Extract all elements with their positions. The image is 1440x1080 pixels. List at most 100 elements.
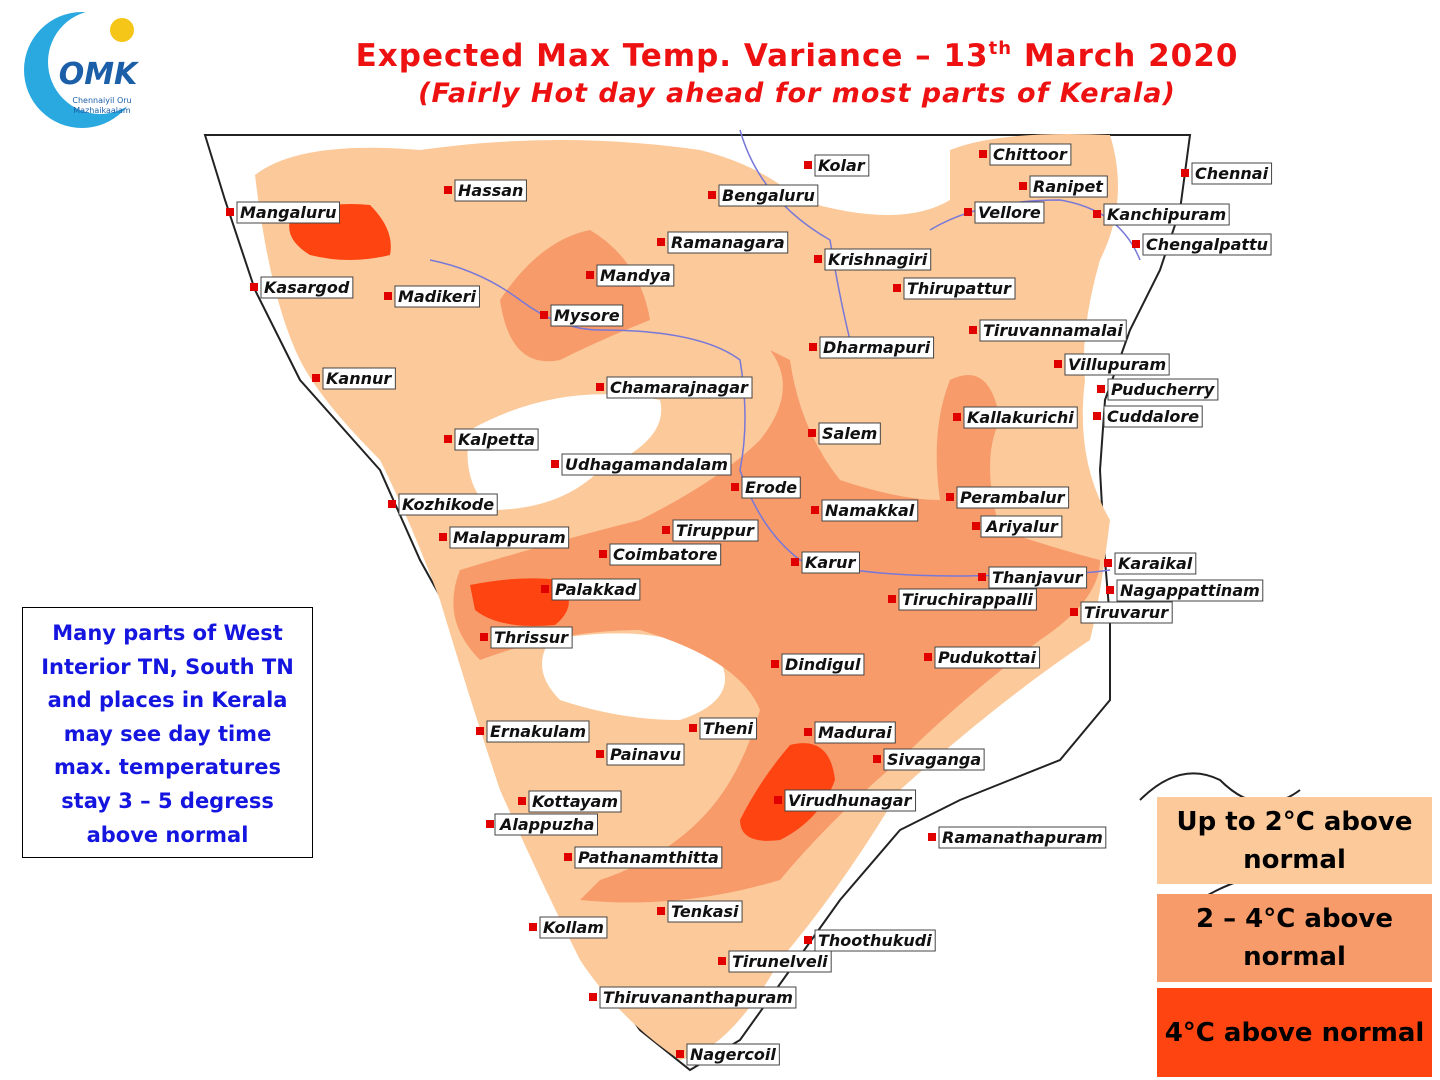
- city-marker: [540, 311, 548, 319]
- city-marker: [1132, 240, 1140, 248]
- city-label: Virudhunagar: [788, 791, 913, 810]
- city-label: Alappuzha: [498, 815, 594, 834]
- city: Sivaganga: [873, 748, 985, 771]
- note-line: above normal: [86, 822, 249, 847]
- city-label: Kollam: [543, 918, 604, 937]
- city-marker: [564, 853, 572, 861]
- legend-item: 4°C above normal: [1157, 988, 1432, 1077]
- city-marker: [384, 292, 392, 300]
- city-marker: [808, 429, 816, 437]
- city: Bengaluru: [708, 184, 819, 207]
- city-label-box: [606, 743, 685, 766]
- city: Perambalur: [946, 486, 1070, 509]
- city: Kolar: [804, 154, 870, 177]
- city-marker: [804, 161, 812, 169]
- city-marker: [811, 506, 819, 514]
- city-label-box: [898, 588, 1037, 611]
- note-line: Many parts of West: [52, 621, 283, 645]
- legend-text: 4°C above normal: [1165, 1014, 1425, 1052]
- city-label-box: [956, 486, 1070, 509]
- city-label: Madikeri: [398, 287, 476, 306]
- city: Virudhunagar: [774, 789, 917, 812]
- city: Tiruvarur: [1070, 601, 1173, 624]
- city-label: Chamarajnagar: [610, 378, 749, 397]
- city-label: Thoothukudi: [818, 931, 932, 950]
- city: Coimbatore: [599, 543, 722, 566]
- legend-line: 4°C above normal: [1164, 1017, 1425, 1048]
- city: Chamarajnagar: [596, 376, 753, 399]
- city-marker: [439, 533, 447, 541]
- city-label-box: [980, 515, 1063, 538]
- city: Erode: [731, 476, 801, 499]
- city: Kannur: [312, 367, 396, 390]
- city-label-box: [974, 201, 1045, 224]
- city-label: Krishnagiri: [828, 250, 928, 269]
- city-label-box: [574, 846, 723, 869]
- city-label: Karaikal: [1118, 554, 1193, 573]
- city-label: Erode: [745, 478, 797, 497]
- city: Kanchipuram: [1093, 203, 1230, 226]
- city-label-box: [686, 1043, 780, 1066]
- legend-item: Up to 2°C above normal: [1157, 797, 1432, 884]
- city-label: Ramanagara: [671, 233, 785, 252]
- city-label: Tiruppur: [676, 521, 755, 540]
- city-label-box: [824, 248, 932, 271]
- logo-tagline: Mazhaikaalam: [73, 106, 131, 115]
- city-marker: [814, 255, 822, 263]
- city-marker: [804, 728, 812, 736]
- city-marker: [226, 208, 234, 216]
- city-marker: [388, 500, 396, 508]
- city-label: Ariyalur: [984, 517, 1059, 536]
- city-label-box: [989, 143, 1072, 166]
- city-marker: [1093, 412, 1101, 420]
- city: Udhagamandalam: [551, 453, 732, 476]
- city-marker: [1097, 385, 1105, 393]
- city-label: Nagercoil: [690, 1045, 776, 1064]
- city-label-box: [236, 201, 341, 224]
- city: Salem: [808, 422, 881, 445]
- city: Mangaluru: [226, 201, 341, 224]
- city-label-box: [667, 900, 743, 923]
- city-label: Kozhikode: [402, 495, 494, 514]
- city-label-box: [988, 566, 1088, 589]
- city-marker: [599, 550, 607, 558]
- city: Kozhikode: [388, 493, 498, 516]
- city-label: Chittoor: [993, 145, 1068, 164]
- legend-item: 2 – 4°C above normal: [1157, 894, 1432, 982]
- city-label: Painavu: [610, 745, 681, 764]
- city-label-box: [741, 476, 801, 499]
- city-label: Villupuram: [1068, 355, 1166, 374]
- city-label: Chengalpattu: [1146, 235, 1268, 254]
- city-marker: [708, 191, 716, 199]
- city-label-box: [398, 493, 498, 516]
- city: Thiruvananthapuram: [589, 986, 797, 1009]
- city: Chengalpattu: [1132, 233, 1272, 256]
- city: Ranipet: [1019, 175, 1108, 198]
- city-label-box: [814, 929, 936, 952]
- city: Kalpetta: [444, 428, 539, 451]
- city-label-box: [814, 154, 870, 177]
- city: Cuddalore: [1093, 405, 1203, 428]
- zone-mid: [453, 350, 1100, 903]
- city: Pudukottai: [924, 646, 1041, 669]
- city: Kollam: [529, 916, 608, 939]
- city-label-box: [606, 376, 753, 399]
- city-label-box: [1191, 162, 1273, 185]
- city-label: Tiruvarur: [1084, 603, 1169, 622]
- city-marker: [978, 573, 986, 581]
- city-marker: [1070, 608, 1078, 616]
- city: Thrissur: [480, 626, 573, 649]
- legend-line: normal: [1243, 942, 1346, 972]
- city-label-box: [394, 285, 480, 308]
- city-label: Thrissur: [494, 628, 569, 647]
- logo-tagline: Chennaiyil Oru: [72, 96, 131, 105]
- legend-text: 2 – 4°C above normal: [1196, 900, 1393, 976]
- city-label: Nagappattinam: [1120, 581, 1260, 600]
- city-label-box: [1103, 405, 1203, 428]
- city: Chennai: [1181, 162, 1273, 185]
- city-label-box: [260, 276, 354, 299]
- city-label-box: [1142, 233, 1272, 256]
- city-marker: [969, 326, 977, 334]
- city-marker: [972, 522, 980, 530]
